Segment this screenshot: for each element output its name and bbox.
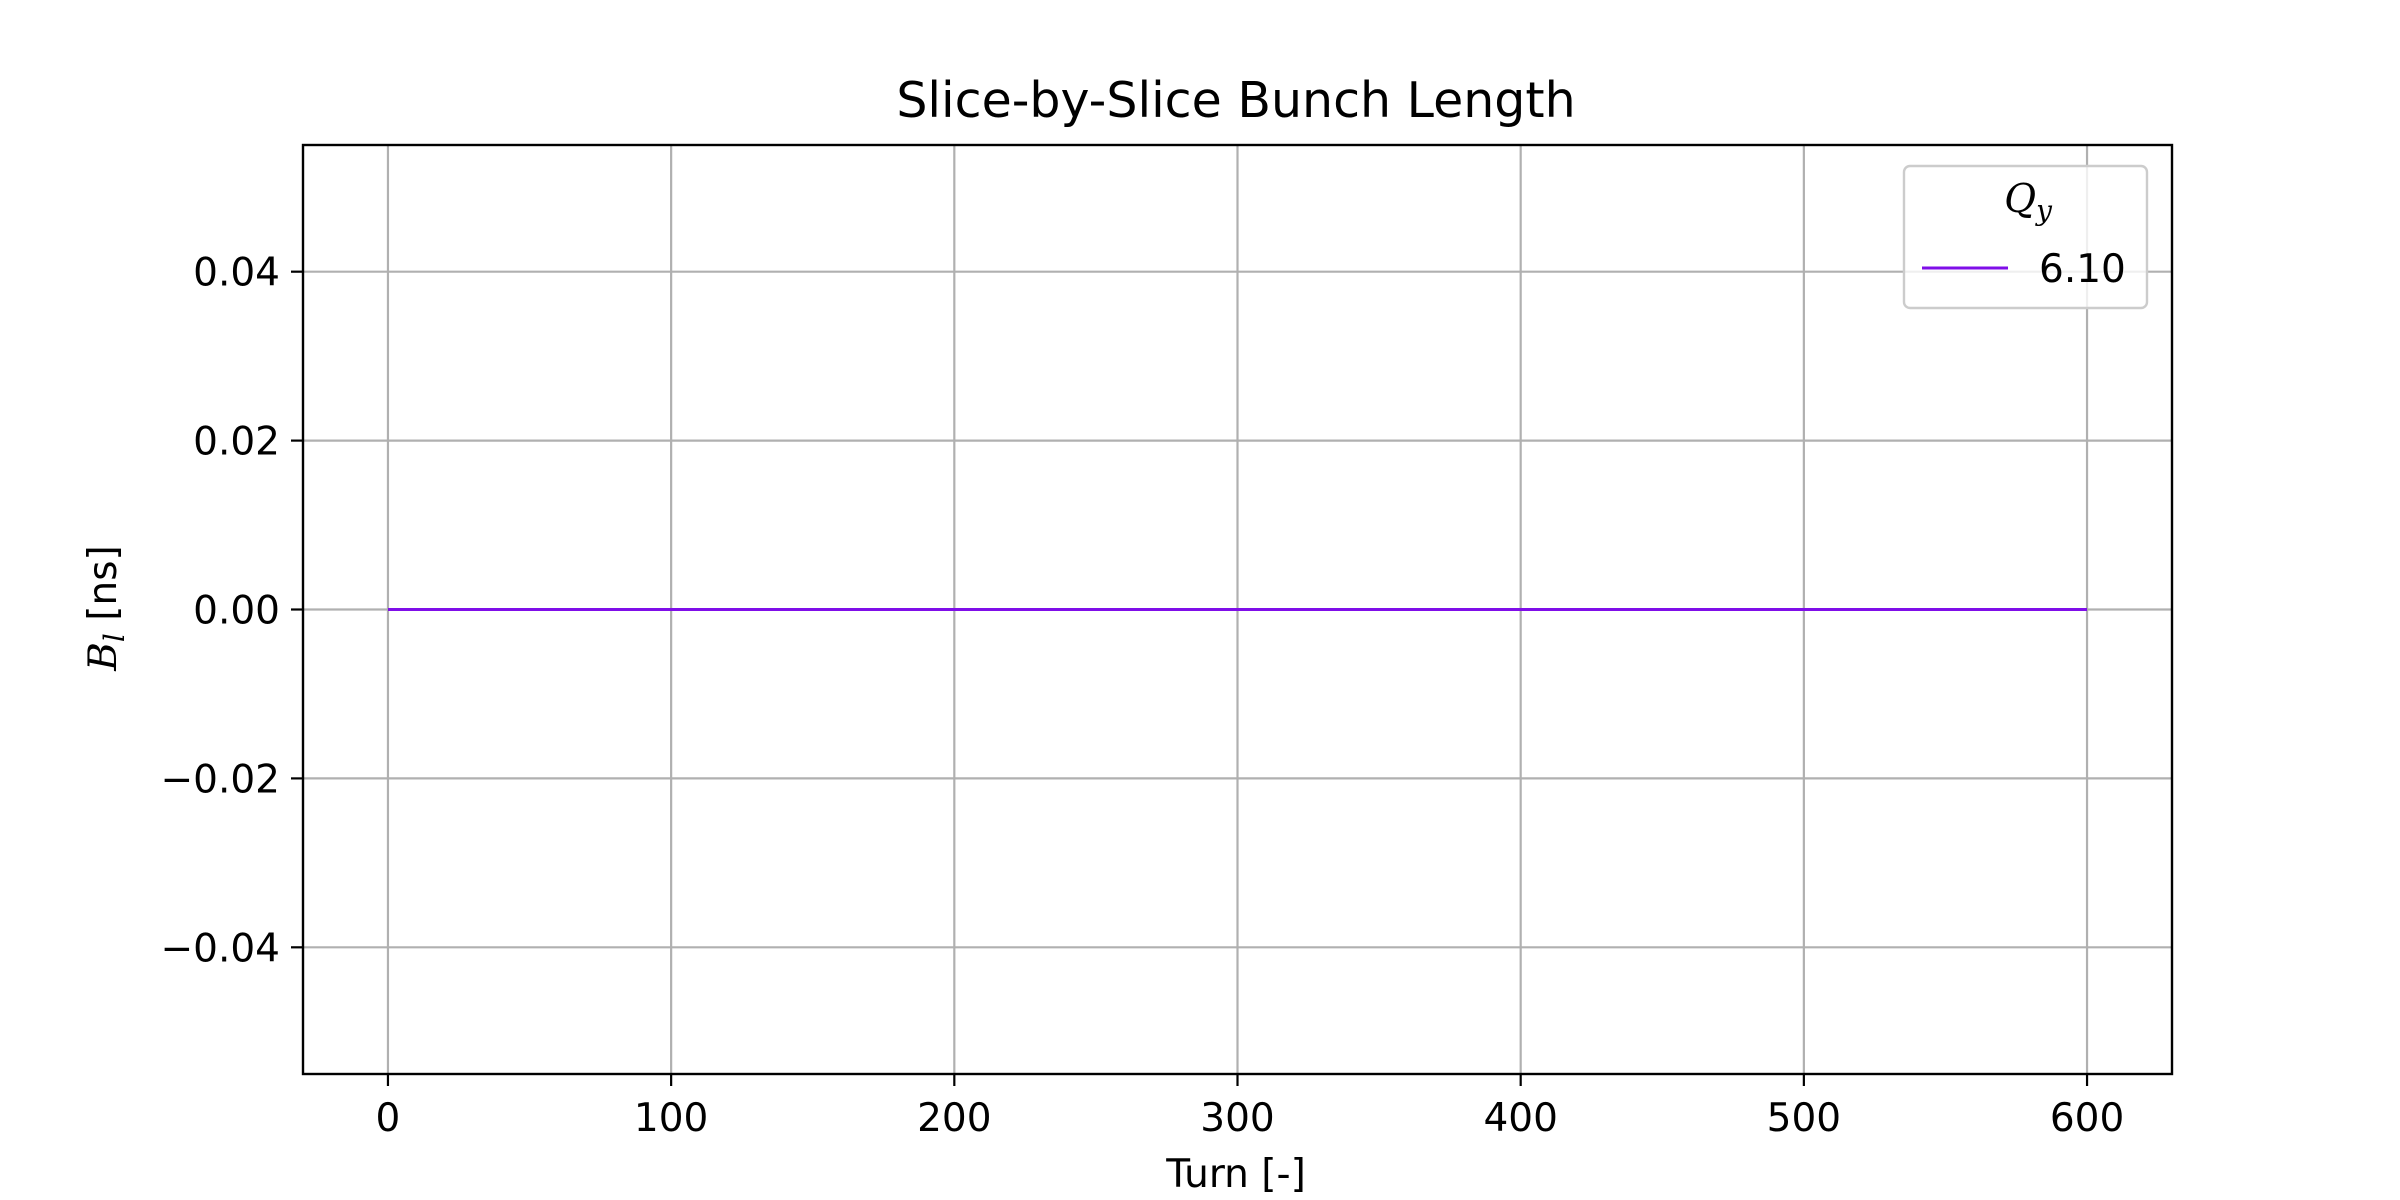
x-tick-label: 600	[2050, 1096, 2124, 1141]
y-tick-label: 0.04	[193, 251, 280, 296]
y-tick-label: −0.02	[160, 757, 280, 802]
x-tick-label: 500	[1767, 1096, 1841, 1141]
x-tick-label: 100	[634, 1096, 708, 1141]
y-axis-label-subscript: l	[98, 633, 131, 642]
legend-title: Qy	[2004, 177, 2053, 227]
axis-ticks: 0 100 200 300 400 500 600 −0.04 −0.02 0.00 0.02 0.0…	[160, 251, 2124, 1141]
x-tick-label: 0	[376, 1096, 401, 1141]
legend-entry-label: 6.10	[2039, 247, 2126, 292]
y-tick-label: −0.04	[160, 926, 280, 971]
x-tick-label: 300	[1200, 1096, 1274, 1141]
legend-frame	[1902, 164, 2149, 310]
y-axis-label-unit: [ns]	[81, 545, 126, 633]
y-axis-label-symbol: B	[81, 642, 126, 672]
chart-title: Slice-by-Slice Bunch Length	[896, 72, 1575, 129]
y-axis-label: Bl [ns]	[81, 545, 131, 672]
plot-frame	[301, 143, 2174, 1076]
y-tick-label: 0.02	[193, 420, 280, 465]
x-axis-label: Turn [-]	[1165, 1152, 1306, 1197]
x-tick-label: 400	[1483, 1096, 1557, 1141]
legend: Qy 6.10	[1902, 164, 2149, 310]
x-tick-label: 200	[917, 1096, 991, 1141]
legend-title-symbol: Q	[2004, 177, 2036, 222]
y-tick-label: 0.00	[193, 589, 280, 634]
legend-title-subscript: y	[2034, 194, 2053, 227]
